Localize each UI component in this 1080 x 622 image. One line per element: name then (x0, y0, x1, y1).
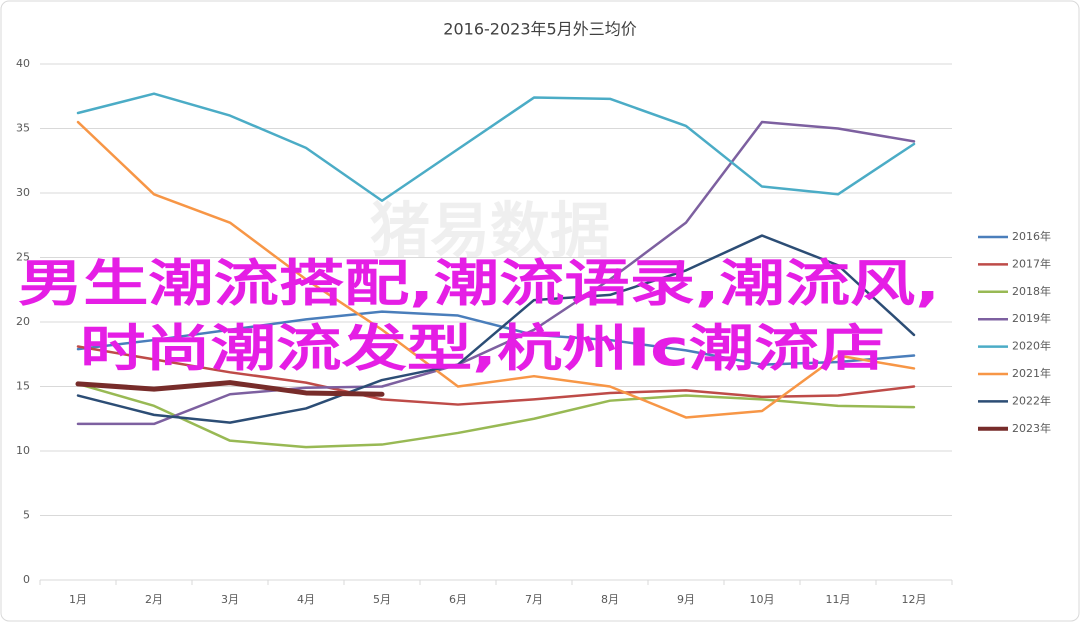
x-tick-label: 1月 (69, 593, 87, 606)
y-tick-label: 15 (16, 380, 30, 393)
series-line (76, 92, 916, 202)
x-tick-label: 6月 (449, 593, 467, 606)
x-tick-label: 12月 (902, 593, 927, 606)
overlay-text: 男生潮流搭配,潮流语录,潮流风, (18, 255, 940, 313)
x-tick-label: 2月 (145, 593, 163, 606)
y-tick-label: 35 (16, 122, 30, 135)
watermark: 猪易数据 (370, 197, 610, 267)
series-line (76, 310, 916, 366)
overlay-text: 时尚潮流发型,杭州lc潮流店 (80, 320, 885, 378)
series-line (76, 120, 916, 426)
y-tick-label: 40 (16, 57, 30, 70)
legend-label: 2023年 (1012, 421, 1051, 435)
legend-label: 2019年 (1012, 311, 1051, 325)
x-tick-label: 4月 (297, 593, 315, 606)
y-tick-label: 25 (16, 251, 30, 264)
legend-label: 2020年 (1012, 339, 1051, 353)
x-tick-label: 7月 (525, 593, 543, 606)
y-tick-label: 30 (16, 186, 30, 199)
plot: 0 5 10 15 20 25 30 35 40 1月 2月 3月 4月 5月 6月 7月 8月 9月 10月 11月… (16, 57, 1051, 606)
x-tick-label: 3月 (221, 593, 239, 606)
legend-label: 2021年 (1012, 366, 1051, 380)
x-tick-label: 8月 (601, 593, 619, 606)
y-tick-label: 5 (23, 509, 30, 522)
chart-title: 2016-2023年5月外三均价 (443, 20, 636, 39)
legend-label: 2017年 (1012, 256, 1051, 270)
series-line (76, 345, 916, 406)
legend-label: 2016年 (1012, 229, 1051, 243)
series-line (76, 234, 916, 424)
x-tick-label: 9月 (677, 593, 695, 606)
y-tick-label: 10 (16, 444, 30, 457)
y-tick-label: 0 (23, 573, 30, 586)
x-tick-label: 10月 (750, 593, 775, 606)
x-tick-label: 5月 (373, 593, 391, 606)
y-tick-label: 20 (16, 315, 30, 328)
series-line (76, 120, 916, 419)
legend-label: 2022年 (1012, 393, 1051, 407)
legend-label: 2018年 (1012, 284, 1051, 298)
x-tick-label: 11月 (826, 593, 851, 606)
series-line (75, 380, 385, 397)
